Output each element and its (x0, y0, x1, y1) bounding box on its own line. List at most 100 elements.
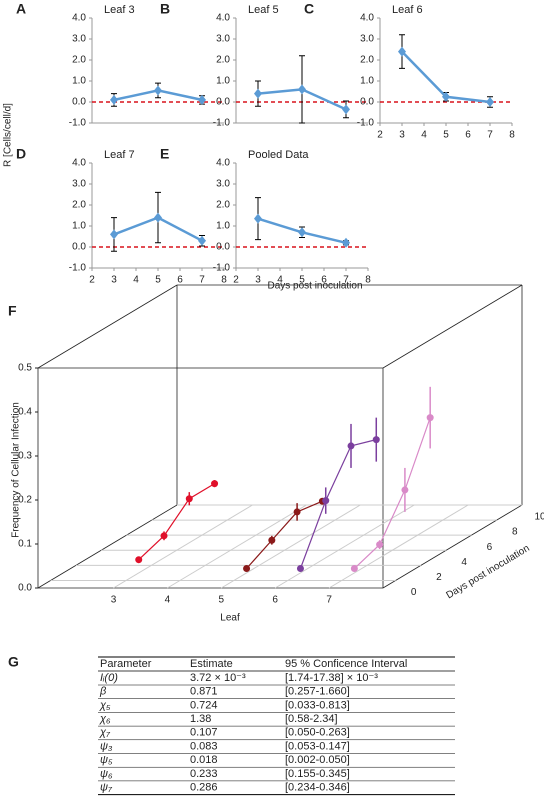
marker (254, 213, 262, 224)
marker (110, 94, 118, 105)
grid-line (167, 504, 307, 589)
y-tick-label: 2.0 (216, 200, 230, 211)
table-cell: 0.107 (190, 727, 218, 739)
panel-letter: A (16, 1, 26, 17)
y-tick-label: -1.0 (213, 263, 231, 274)
table-cell: [0.050-0.263] (285, 727, 350, 739)
marker (342, 237, 350, 248)
table-cell: 0.286 (190, 782, 218, 794)
panel-letter: B (160, 1, 170, 17)
table-cell: 0.018 (190, 754, 218, 766)
leaf-tick-label: 6 (272, 595, 278, 606)
x-tick-label: 8 (509, 130, 515, 141)
leaf-tick-label: 4 (165, 595, 171, 606)
point (243, 565, 251, 573)
table-cell: 1.38 (190, 713, 211, 725)
point (350, 565, 358, 573)
x-tick-label: 8 (221, 275, 227, 286)
day-tick-label: 0 (411, 587, 417, 598)
y-tick-label: 2.0 (216, 55, 230, 66)
point (135, 556, 143, 564)
box-edge (382, 504, 523, 589)
table-cell: β (99, 686, 107, 698)
column-header: Estimate (190, 658, 233, 670)
x-tick-label: 5 (299, 275, 305, 286)
y-tick-label: 4.0 (360, 13, 374, 24)
y-tick-label: 1.0 (216, 76, 230, 87)
x-axis-label: Days post inoculation (267, 281, 362, 292)
y-tick-label: 0.0 (216, 242, 230, 253)
point (372, 436, 380, 444)
leaf-tick-label: 3 (111, 595, 117, 606)
table-cell: 3.72 × 10⁻³ (190, 672, 246, 684)
y-tick-label: 2.0 (72, 55, 86, 66)
table-cell: [1.74-17.38] × 10⁻³ (285, 672, 378, 684)
x-tick-label: 7 (343, 275, 349, 286)
point (185, 495, 193, 503)
x-tick-label: 6 (321, 275, 327, 286)
column-header: Parameter (100, 658, 152, 670)
y-tick-label: -1.0 (213, 118, 231, 129)
y-tick-label: -1.0 (69, 118, 87, 129)
grid-line (328, 504, 469, 589)
table-cell: ψ₅ (100, 754, 113, 766)
column-header: 95 % Conficence Interval (285, 658, 407, 670)
box-edge (382, 284, 523, 369)
panel-title: Leaf 6 (392, 4, 423, 16)
day-tick-label: 2 (436, 572, 442, 583)
y-tick-label: 0.0 (216, 97, 230, 108)
point (293, 508, 301, 516)
x-tick-label: 3 (255, 275, 261, 286)
point (401, 486, 409, 494)
table-cell: 0.871 (190, 686, 218, 698)
marker (298, 227, 306, 238)
marker (398, 46, 406, 57)
y-tick-label: 2.0 (72, 200, 86, 211)
table-cell: [0.002-0.050] (285, 754, 350, 766)
point (426, 414, 434, 422)
table-cell: ψ₆ (100, 768, 113, 780)
point (376, 541, 384, 549)
y-tick-label: 4.0 (216, 13, 230, 24)
point (347, 442, 355, 450)
y-tick-label: 3.0 (216, 179, 230, 190)
leaf-tick-label: 5 (219, 595, 225, 606)
point (296, 565, 304, 573)
y-tick-label: 3.0 (216, 34, 230, 45)
y-tick-label: 4.0 (72, 13, 86, 24)
panel-letter: D (16, 146, 26, 162)
marker (298, 84, 306, 95)
panel-title: Leaf 5 (248, 4, 279, 16)
point (322, 497, 330, 505)
x-tick-label: 6 (465, 130, 471, 141)
table-cell: [0.155-0.345] (285, 768, 350, 780)
x-tick-label: 3 (399, 130, 405, 141)
marker (486, 97, 494, 107)
marker (154, 85, 162, 96)
table-cell: χ₅ (99, 699, 111, 711)
panel-letter: G (8, 654, 19, 670)
table-cell: ψ₃ (100, 740, 113, 752)
table-cell: 0.724 (190, 699, 218, 711)
day-tick-label: 8 (512, 527, 518, 538)
grid-line (221, 504, 361, 589)
y-tick-label: 0.0 (72, 242, 86, 253)
table-cell: Iᵢ(0) (100, 672, 118, 684)
x-tick-label: 6 (177, 275, 183, 286)
series-line (299, 439, 377, 569)
z-tick-label: 0.3 (18, 451, 32, 462)
x-tick-label: 8 (365, 275, 371, 286)
series-line (246, 500, 323, 569)
y-tick-label: 4.0 (216, 158, 230, 169)
z-axis-label: Frequency of Cellular Infection (11, 402, 22, 538)
table-cell: [0.257-1.660] (285, 686, 350, 698)
panel-title: Pooled Data (248, 149, 309, 161)
leaf-tick-label: 7 (326, 595, 332, 606)
marker (154, 212, 162, 223)
y-tick-label: 1.0 (72, 76, 86, 87)
y-tick-label: 1.0 (360, 76, 374, 87)
y-tick-label: -1.0 (69, 263, 87, 274)
table-cell: [0.58-2.34] (285, 713, 338, 725)
panel-letter: E (160, 146, 169, 162)
